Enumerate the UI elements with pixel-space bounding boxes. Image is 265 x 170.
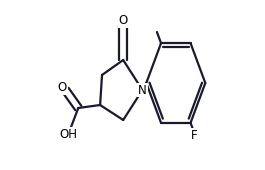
Text: O: O — [118, 14, 128, 27]
Text: N: N — [138, 83, 147, 97]
Text: OH: OH — [59, 128, 77, 141]
Text: O: O — [58, 81, 67, 94]
Text: F: F — [191, 129, 197, 142]
